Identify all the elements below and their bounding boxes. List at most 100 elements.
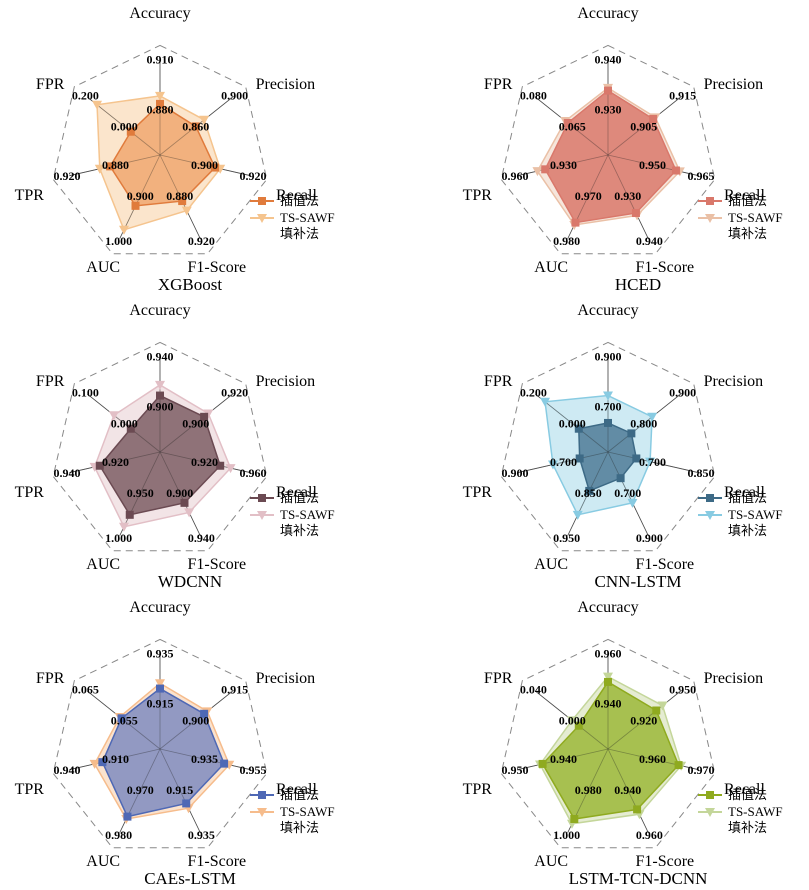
series-area-0 xyxy=(541,680,680,820)
series-0-point xyxy=(604,86,612,95)
value-label-outer: 1.000 xyxy=(553,828,580,842)
series-0-point xyxy=(126,424,135,433)
axis-label-f1-score: F1-Score xyxy=(635,853,694,870)
legend-label-1: 填补法 xyxy=(280,820,319,835)
series-1-point xyxy=(184,508,195,518)
value-label-inner: 0.880 xyxy=(102,158,129,172)
series-1-point xyxy=(532,167,543,177)
series-0-point xyxy=(652,706,661,715)
value-label-outer: 0.040 xyxy=(520,682,547,696)
value-label-outer: 0.960 xyxy=(501,169,528,183)
value-label-inner: 0.940 xyxy=(614,783,641,797)
value-label-outer: 0.910 xyxy=(147,53,174,67)
legend-label-1: 填补法 xyxy=(728,523,767,538)
value-label-inner: 0.915 xyxy=(147,696,174,710)
panel-title: CNN-LSTM xyxy=(595,572,682,591)
series-0-point xyxy=(125,510,134,519)
axis-label-fpr: FPR xyxy=(484,76,513,93)
value-label-outer: 0.950 xyxy=(501,763,528,777)
series-0-point xyxy=(671,166,680,175)
value-label-inner: 0.850 xyxy=(575,486,602,500)
series-1-point xyxy=(547,460,558,470)
value-label-inner: 0.920 xyxy=(630,714,657,728)
value-label-outer: 0.935 xyxy=(147,647,174,661)
grid-outer-ring xyxy=(52,44,268,255)
series-0-point xyxy=(191,122,200,131)
series-1-point xyxy=(203,409,214,419)
value-label-inner: 0.900 xyxy=(191,158,218,172)
series-0-point xyxy=(563,118,572,127)
legend-label-0: 插值法 xyxy=(280,193,319,208)
value-label-outer: 0.955 xyxy=(240,763,267,777)
legend-label-1: 填补法 xyxy=(280,226,319,241)
value-label-outer: 0.940 xyxy=(595,53,622,67)
value-label-inner: 0.900 xyxy=(182,714,209,728)
series-0-point xyxy=(632,454,641,463)
grid-spoke-overlay xyxy=(517,451,609,474)
value-label-inner: 0.880 xyxy=(166,189,193,203)
grid-spoke-overlay xyxy=(69,748,161,771)
axis-label-auc: AUC xyxy=(86,259,120,276)
value-label-outer: 0.200 xyxy=(520,385,547,399)
series-1-point xyxy=(603,391,613,401)
axis-label-fpr: FPR xyxy=(484,670,513,687)
value-label-outer: 1.000 xyxy=(105,531,132,545)
value-label-inner: 0.700 xyxy=(639,455,666,469)
axis-label-tpr: TPR xyxy=(15,187,45,204)
value-label-inner: 0.900 xyxy=(127,189,154,203)
axis-label-tpr: TPR xyxy=(15,781,45,798)
series-1-point xyxy=(199,115,210,125)
grid-outer-ring xyxy=(500,638,716,849)
series-1-point xyxy=(118,225,129,235)
series-0-point xyxy=(156,684,164,693)
legend-marker-0 xyxy=(258,791,266,799)
series-area-0 xyxy=(101,687,225,818)
series-area-0 xyxy=(578,422,638,492)
radar-panel-5: 0.960 0.950 0.970 0.960 1.000 0.950 0.040 0.940… xyxy=(463,599,783,888)
legend-marker-1 xyxy=(705,511,715,520)
axis-label-accuracy: Accuracy xyxy=(577,5,638,22)
value-label-inner: 0.940 xyxy=(595,696,622,710)
value-label-outer: 0.920 xyxy=(240,169,267,183)
series-1-point xyxy=(567,716,578,726)
axis-label-fpr: FPR xyxy=(36,670,65,687)
series-0-point xyxy=(538,759,547,768)
value-label-outer: 0.950 xyxy=(553,531,580,545)
series-1-point xyxy=(155,380,165,390)
value-label-outer: 0.950 xyxy=(669,682,696,696)
axis-label-f1-score: F1-Score xyxy=(635,259,694,276)
axis-label-recall: Recall xyxy=(724,484,765,501)
legend-label-1: 填补法 xyxy=(280,523,319,538)
axis-label-tpr: TPR xyxy=(463,484,493,501)
axis-label-tpr: TPR xyxy=(15,484,45,501)
grid-spoke-overlay xyxy=(517,748,609,771)
value-label-outer: 0.900 xyxy=(501,466,528,480)
value-label-inner: 0.915 xyxy=(166,783,193,797)
panel-title: LSTM-TCN-DCNN xyxy=(569,869,708,888)
grid-outer-ring xyxy=(500,341,716,552)
legend-label-0: 插值法 xyxy=(728,787,767,802)
legend-label-1: 填补法 xyxy=(728,226,767,241)
legend-marker-0 xyxy=(258,494,266,502)
series-1-point xyxy=(118,522,129,532)
axis-label-recall: Recall xyxy=(276,187,317,204)
series-0-point xyxy=(180,498,189,507)
axis-label-f1-score: F1-Score xyxy=(187,853,246,870)
series-0-point xyxy=(604,677,612,686)
value-label-outer: 0.940 xyxy=(636,234,663,248)
grid-spoke-overlay xyxy=(535,393,609,453)
grid-spoke-overlay xyxy=(159,451,201,536)
series-1-point xyxy=(155,679,165,689)
value-label-inner: 0.900 xyxy=(147,399,174,413)
value-label-outer: 0.850 xyxy=(688,466,715,480)
value-label-outer: 0.980 xyxy=(105,828,132,842)
legend-marker-0 xyxy=(258,197,266,205)
series-0-point xyxy=(123,812,132,821)
series-0-point xyxy=(178,197,187,206)
legend-marker-0 xyxy=(706,197,714,205)
series-1-point xyxy=(89,759,100,769)
panel-title: CAEs-LSTM xyxy=(144,869,236,888)
panel-title: WDCNN xyxy=(158,572,222,591)
grid-spoke-overlay xyxy=(607,748,649,833)
series-1-point xyxy=(572,510,583,520)
